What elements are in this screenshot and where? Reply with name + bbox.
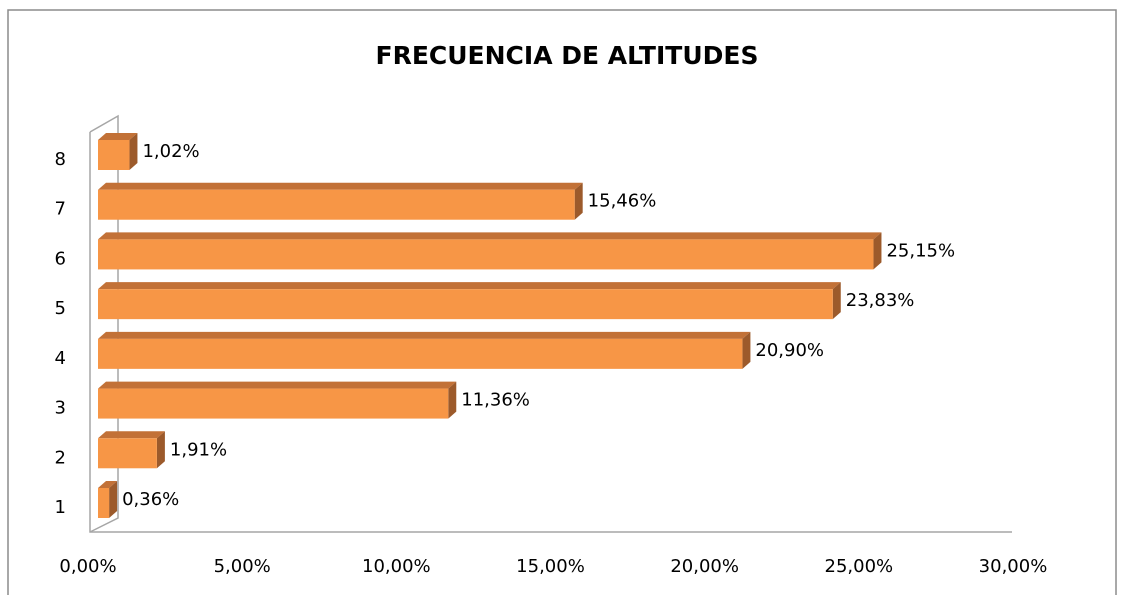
y-tick-label: 8 — [55, 149, 66, 170]
x-tick-label: 5,00% — [214, 556, 271, 577]
bar-side — [109, 481, 118, 518]
y-tick-label: 2 — [55, 447, 66, 468]
value-label: 15,46% — [588, 191, 657, 212]
bar — [98, 189, 575, 220]
x-tick-label: 25,00% — [825, 556, 894, 577]
bar — [98, 438, 157, 469]
bar-side — [873, 232, 882, 270]
bar-top — [98, 133, 138, 140]
bar-side — [832, 282, 841, 320]
value-label: 11,36% — [461, 390, 530, 411]
bar — [98, 388, 449, 419]
value-label: 23,83% — [846, 290, 915, 311]
x-tick-label: 15,00% — [516, 556, 585, 577]
bar-side — [574, 182, 583, 220]
y-tick-label: 6 — [55, 248, 66, 269]
x-tick-label: 30,00% — [979, 556, 1048, 577]
bar — [98, 239, 874, 270]
bar-top — [98, 232, 882, 240]
x-tick-label: 0,00% — [59, 556, 116, 577]
y-tick-label: 1 — [55, 497, 66, 518]
bar-top — [98, 331, 751, 339]
bar-top — [98, 182, 583, 190]
bar — [98, 338, 743, 369]
value-label: 25,15% — [886, 240, 955, 261]
x-tick-label: 10,00% — [362, 556, 431, 577]
value-label: 1,02% — [142, 141, 199, 162]
floor — [89, 132, 1012, 533]
y-tick-label: 5 — [55, 298, 66, 319]
value-label: 20,90% — [755, 340, 824, 361]
y-tick-label: 4 — [55, 348, 66, 369]
bar — [98, 289, 833, 320]
bar-top — [98, 431, 165, 439]
bar-side — [742, 331, 751, 369]
bar-top — [98, 282, 841, 290]
value-label: 0,36% — [122, 489, 179, 510]
bar — [98, 488, 110, 518]
bar — [98, 140, 130, 170]
bar-top — [98, 381, 457, 389]
x-tick-label: 20,00% — [670, 556, 739, 577]
value-label: 1,91% — [170, 439, 227, 460]
y-tick-label: 3 — [55, 398, 66, 419]
bar-side — [129, 133, 138, 170]
bar-side — [156, 431, 165, 469]
bar-side — [448, 381, 457, 419]
y-tick-label: 7 — [55, 199, 66, 220]
bar-top — [98, 481, 118, 488]
chart-title: FRECUENCIA DE ALTITUDES — [376, 41, 759, 70]
